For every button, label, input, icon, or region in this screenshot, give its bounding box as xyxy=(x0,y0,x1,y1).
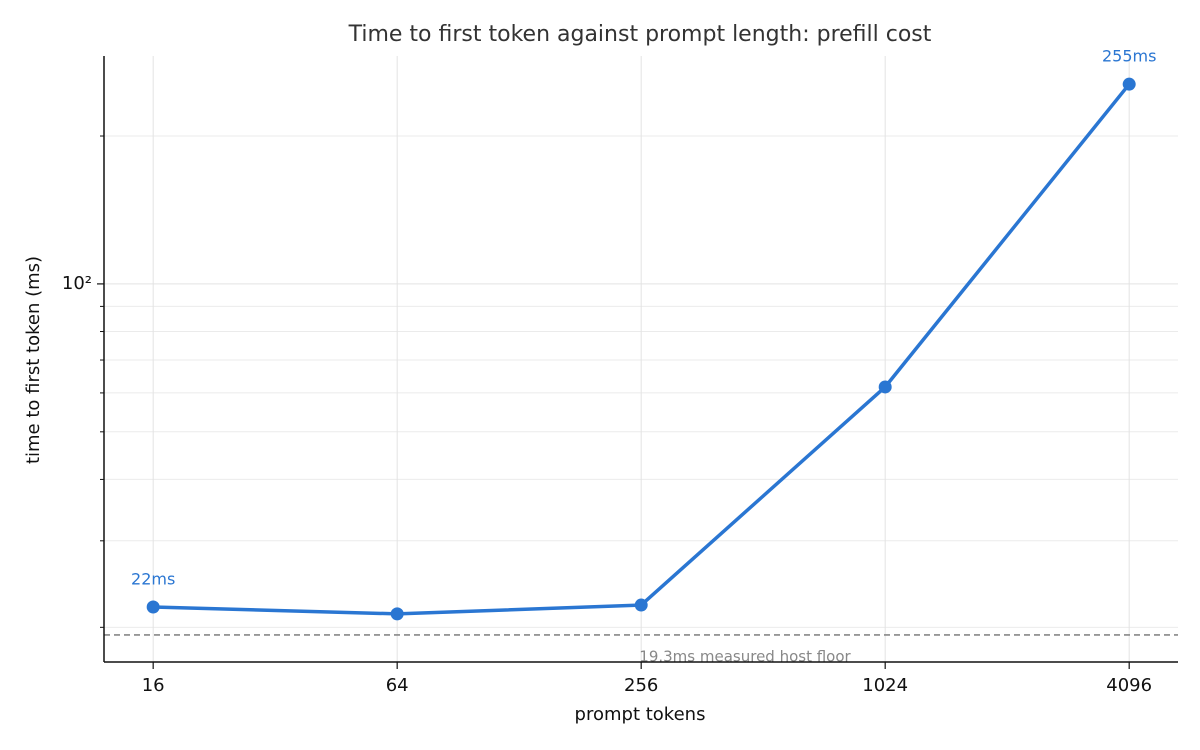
x-tick-label: 64 xyxy=(386,675,409,696)
x-axis-label: prompt tokens xyxy=(575,704,706,725)
x-tick-label: 4096 xyxy=(1106,675,1152,696)
y-axis-label: time to first token (ms) xyxy=(23,256,44,464)
y-tick-label: 10² xyxy=(62,273,92,294)
point xyxy=(878,380,892,394)
data-label: 255ms xyxy=(1102,47,1156,66)
data-label: 22ms xyxy=(131,569,175,588)
point xyxy=(146,600,160,614)
x-tick-label: 256 xyxy=(624,675,658,696)
point xyxy=(634,598,648,612)
point xyxy=(390,607,404,621)
chart-title: Time to first token against prompt lengt… xyxy=(348,22,932,47)
point xyxy=(1122,77,1136,91)
reference-label: 19.3ms measured host floor xyxy=(639,647,851,665)
x-tick-label: 16 xyxy=(142,675,165,696)
x-tick-label: 1024 xyxy=(862,675,908,696)
